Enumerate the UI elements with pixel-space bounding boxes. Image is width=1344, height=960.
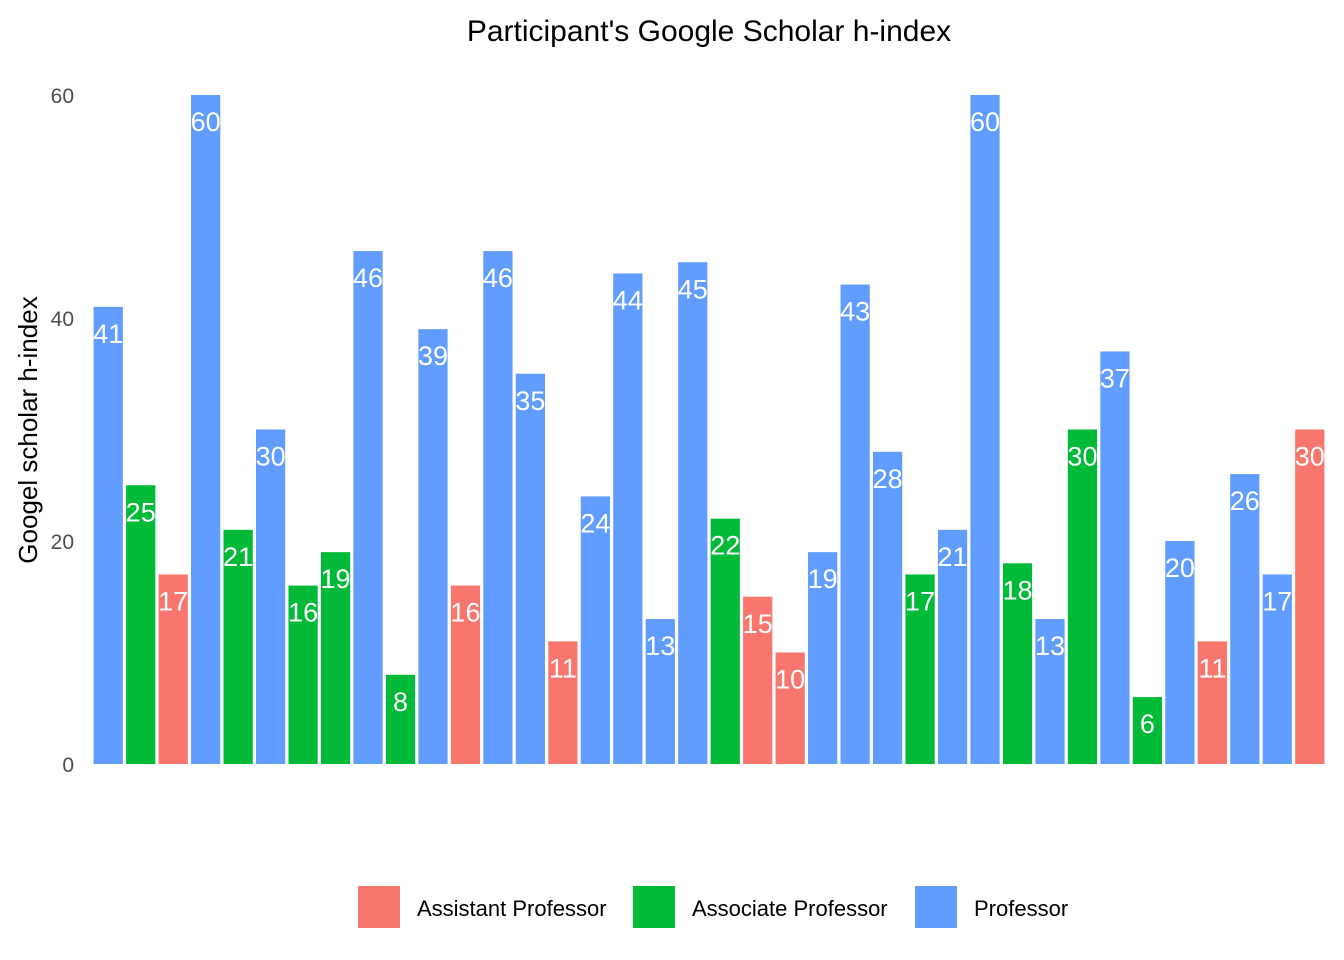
bar-value-label: 10 (775, 665, 805, 695)
bar-value-label: 26 (1230, 486, 1260, 516)
bar (678, 262, 708, 764)
y-tick-label: 60 (51, 85, 74, 108)
bar-value-label: 60 (970, 107, 1000, 137)
bar (613, 273, 643, 764)
bar-value-label: 11 (549, 653, 577, 683)
bar (353, 251, 383, 765)
bar-value-label: 20 (1165, 553, 1195, 583)
bar-value-label: 45 (678, 274, 708, 304)
bar (710, 518, 740, 764)
bar-labels-group: 4125176021301619468391646351124441345221… (93, 107, 1325, 739)
bar (1295, 429, 1325, 764)
bar-value-label: 21 (938, 542, 968, 572)
legend-key (358, 886, 400, 928)
bar (1067, 429, 1098, 764)
bar-value-label: 25 (126, 497, 156, 527)
bar (483, 251, 513, 765)
bar (126, 485, 156, 764)
bar (158, 574, 188, 764)
bar (255, 429, 286, 764)
chart-title: Participant's Google Scholar h-index (467, 15, 951, 48)
bar-value-label: 30 (1067, 442, 1097, 472)
legend: Assistant Professor Associate Professor Pr… (358, 886, 1068, 928)
bar-value-label: 8 (393, 687, 408, 717)
bar (1132, 697, 1163, 764)
legend-label: Associate Professor (692, 896, 888, 921)
bar-value-label: 17 (905, 586, 935, 616)
bar (905, 574, 935, 764)
bar-value-label: 17 (158, 586, 188, 616)
bar-value-label: 15 (743, 609, 773, 639)
bar (872, 451, 903, 764)
bar-value-label: 60 (191, 107, 221, 137)
bar (840, 284, 870, 764)
bar-value-label: 46 (483, 263, 513, 293)
y-tick-label: 20 (51, 531, 74, 554)
y-tick-label: 40 (51, 308, 74, 331)
bar-value-label: 21 (223, 542, 253, 572)
bar-value-label: 39 (418, 341, 448, 371)
bar-value-label: 19 (808, 564, 838, 594)
legend-label: Professor (974, 896, 1068, 921)
y-axis-ticks: 0 20 40 60 (51, 85, 74, 777)
bar (775, 652, 805, 764)
bar (1100, 351, 1130, 764)
bar (288, 585, 318, 764)
y-axis-label: Googel scholar h-index (13, 296, 43, 563)
bar (1035, 619, 1065, 764)
bar-value-label: 6 (1140, 709, 1155, 739)
bar (645, 619, 675, 764)
y-tick-label: 0 (62, 754, 74, 777)
bar-value-label: 16 (450, 598, 480, 628)
bar-value-label: 30 (256, 442, 286, 472)
bar (548, 641, 578, 764)
legend-key (915, 886, 957, 928)
bar (1230, 474, 1260, 764)
bar-value-label: 46 (353, 263, 383, 293)
bar (1165, 541, 1195, 764)
bar (970, 95, 1000, 764)
legend-key (633, 886, 675, 928)
bar (450, 585, 481, 764)
bar (223, 529, 253, 764)
bar-value-label: 16 (288, 598, 318, 628)
bar-value-label: 13 (645, 631, 675, 661)
bar-value-label: 35 (515, 386, 545, 416)
bar (743, 596, 773, 764)
bar-value-label: 28 (873, 464, 903, 494)
bar-value-label: 37 (1100, 363, 1130, 393)
bar (418, 329, 448, 764)
bar (515, 373, 546, 764)
bar (1197, 641, 1227, 764)
bar (580, 496, 610, 764)
bar (93, 306, 123, 764)
bar-value-label: 41 (93, 319, 123, 349)
bars-group (93, 95, 1325, 765)
bar (1262, 574, 1292, 764)
bar-value-label: 43 (840, 297, 870, 327)
bar-value-label: 30 (1295, 442, 1325, 472)
bar (385, 674, 416, 764)
bar-value-label: 11 (1198, 653, 1226, 683)
bar (191, 95, 221, 764)
bar-value-label: 24 (580, 508, 610, 538)
bar (937, 529, 968, 764)
bar-value-label: 22 (710, 531, 740, 561)
bar-value-label: 13 (1035, 631, 1065, 661)
bar (320, 552, 351, 764)
bar-value-label: 19 (321, 564, 351, 594)
bar-value-label: 44 (613, 285, 643, 315)
bar (1002, 563, 1033, 764)
legend-label: Assistant Professor (417, 896, 607, 921)
bar-value-label: 17 (1262, 586, 1292, 616)
bar-value-label: 18 (1002, 575, 1032, 605)
bar (808, 552, 838, 764)
